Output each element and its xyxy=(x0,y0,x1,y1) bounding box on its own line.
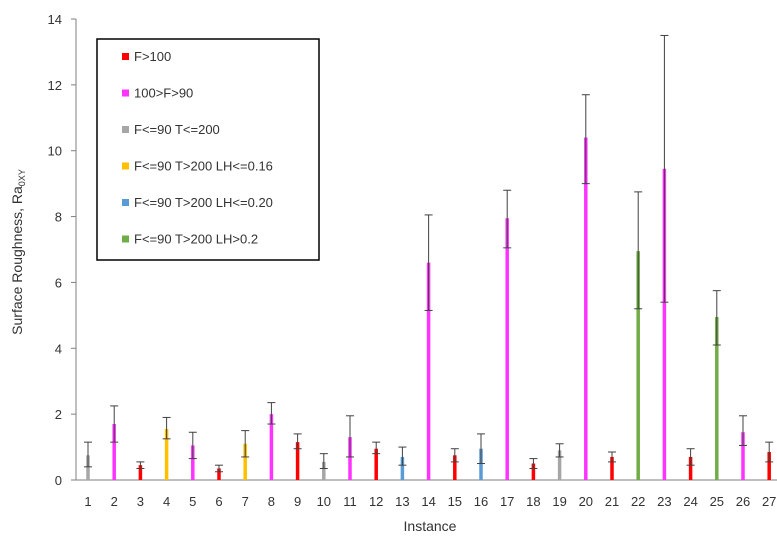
x-tick-label: 6 xyxy=(215,494,222,509)
legend-label: F<=90 T>200 LH>0.2 xyxy=(134,232,258,247)
legend-swatch xyxy=(122,53,129,60)
legend-label: F<=90 T>200 LH<=0.20 xyxy=(134,195,273,210)
bar xyxy=(426,262,431,480)
x-tick-label: 21 xyxy=(605,494,619,509)
bar xyxy=(269,414,274,480)
x-tick-label: 3 xyxy=(137,494,144,509)
y-axis-title: Surface Roughness, Ra0XY xyxy=(9,169,27,335)
x-tick-label: 23 xyxy=(657,494,671,509)
bar xyxy=(191,445,195,480)
y-axis-title-subscript: 0XY xyxy=(17,169,27,186)
x-ticks: 1 2 3 4 5 6 7 8 9 10 11 12 13 14 15 16 17 18 19 20 21 22 23 24 2… xyxy=(84,494,776,509)
x-tick-label: 4 xyxy=(163,494,170,509)
y-tick-label: 6 xyxy=(55,275,62,290)
bar xyxy=(138,465,143,480)
x-tick-label: 20 xyxy=(579,494,593,509)
y-tick-label: 8 xyxy=(55,210,62,225)
bar xyxy=(636,251,640,480)
x-tick-label: 17 xyxy=(500,494,514,509)
bar xyxy=(322,461,326,480)
bar xyxy=(86,455,90,480)
y-tick-label: 0 xyxy=(55,473,62,488)
x-tick-label: 11 xyxy=(343,494,357,509)
legend-label: F<=90 T<=200 xyxy=(134,122,220,137)
x-tick-label: 13 xyxy=(395,494,409,509)
x-tick-label: 5 xyxy=(189,494,196,509)
bar xyxy=(453,455,457,480)
bar xyxy=(479,448,483,480)
legend: F>100 100>F>90 F<=90 T<=200 F<=90 T>200 LH<… xyxy=(96,38,320,261)
x-tick-label: 25 xyxy=(710,494,724,509)
bar xyxy=(662,168,667,480)
y-tick-label: 14 xyxy=(48,12,62,27)
legend-box xyxy=(96,38,320,261)
bar xyxy=(374,448,378,480)
y-tick-label: 12 xyxy=(48,78,62,93)
bar xyxy=(505,218,509,481)
x-tick-label: 1 xyxy=(84,494,91,509)
bar xyxy=(400,456,405,480)
bar xyxy=(531,463,536,480)
x-tick-label: 7 xyxy=(242,494,249,509)
bar xyxy=(348,437,352,480)
bar xyxy=(295,442,300,480)
legend-label: 100>F>90 xyxy=(134,86,193,101)
x-tick-label: 24 xyxy=(683,494,697,509)
bar xyxy=(688,456,693,480)
legend-swatch xyxy=(122,235,129,243)
x-tick-label: 26 xyxy=(736,494,750,509)
x-tick-label: 12 xyxy=(369,494,383,509)
legend-swatch xyxy=(122,126,129,133)
bar xyxy=(557,450,562,480)
bar xyxy=(715,317,719,480)
x-tick-label: 9 xyxy=(294,494,301,509)
bar xyxy=(767,452,771,480)
bar xyxy=(610,456,614,480)
bar xyxy=(741,432,745,480)
bar xyxy=(217,468,221,480)
bars xyxy=(86,137,771,481)
bar xyxy=(584,137,588,481)
x-tick-label: 14 xyxy=(421,494,435,509)
y-ticks: 0 2 4 6 8 10 12 14 xyxy=(48,12,76,488)
x-tick-label: 10 xyxy=(317,494,331,509)
x-axis-title: Instance xyxy=(404,518,457,534)
x-tick-label: 22 xyxy=(631,494,645,509)
bar xyxy=(112,424,116,480)
error-bars xyxy=(84,34,774,473)
bar xyxy=(164,428,169,480)
x-tick-label: 8 xyxy=(268,494,275,509)
y-tick-label: 10 xyxy=(48,144,62,159)
bar xyxy=(243,443,247,480)
legend-swatch xyxy=(122,89,129,97)
x-tick-label: 27 xyxy=(762,494,776,509)
x-tick-label: 19 xyxy=(552,494,566,509)
y-tick-label: 2 xyxy=(55,407,62,422)
legend-swatch xyxy=(122,199,129,206)
y-tick-label: 4 xyxy=(55,341,62,356)
legend-label: F>100 xyxy=(134,49,171,64)
y-axis-title-main: Surface Roughness, Ra xyxy=(9,186,25,335)
x-tick-label: 2 xyxy=(111,494,118,509)
legend-swatch xyxy=(122,162,129,170)
x-tick-label: 15 xyxy=(448,494,462,509)
x-tick-label: 18 xyxy=(526,494,540,509)
legend-label: F<=90 T>200 LH<=0.16 xyxy=(134,159,273,174)
x-tick-label: 16 xyxy=(474,494,488,509)
